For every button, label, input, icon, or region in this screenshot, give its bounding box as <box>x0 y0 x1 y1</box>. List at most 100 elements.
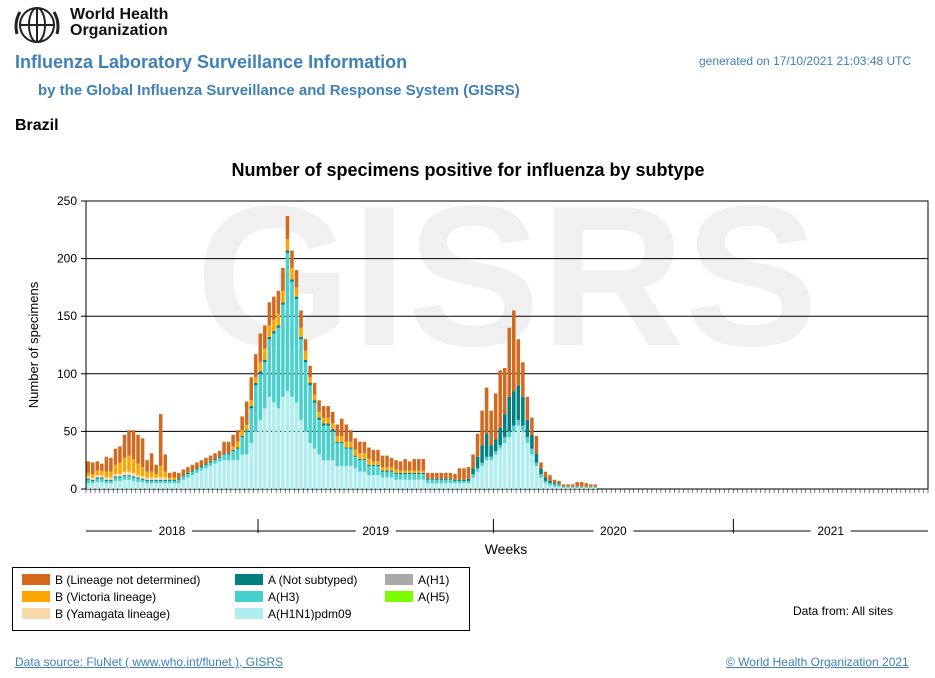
bar-segment-a-not-subtyped <box>367 464 371 466</box>
bar-segment-b-lineage-nd <box>430 472 435 479</box>
bar-segment-a-h3 <box>534 462 539 466</box>
bar-segment-a-h3 <box>308 385 312 443</box>
bar-segment-b-lineage-nd <box>444 472 448 479</box>
bar-segment-a-h3 <box>317 419 321 455</box>
bar-segment-b-lineage-nd <box>312 383 317 395</box>
bar-segment-a-h1n1pdm09 <box>158 483 163 489</box>
bar-segment-a-h3 <box>548 483 552 486</box>
bar-segment-b-lineage-nd <box>439 472 444 479</box>
bar-segment-a-h1n1pdm09 <box>584 487 588 489</box>
bar-segment-a-not-subtyped <box>512 391 516 426</box>
bar-segment-a-h1n1pdm09 <box>95 482 100 489</box>
bar-segment-a-h3 <box>584 486 588 488</box>
bar-segment-a-h1n1pdm09 <box>281 396 285 489</box>
bar-segment-b-victoria <box>371 461 376 465</box>
bar-segment-b-lineage-nd <box>561 484 566 487</box>
bar-segment-a-h1n1pdm09 <box>385 477 389 489</box>
bar-segment-b-victoria <box>140 467 145 477</box>
bar-segment-b-yamagata <box>149 477 154 480</box>
bar-segment-a-not-subtyped <box>113 476 118 478</box>
bar-segment-b-lineage-nd <box>502 368 507 415</box>
bar-segment-a-h3 <box>145 480 149 484</box>
bar-segment-a-not-subtyped <box>444 478 448 480</box>
bar-segment-a-h3 <box>281 304 285 397</box>
bar-segment-b-victoria <box>276 313 281 326</box>
bar-segment-b-lineage-nd <box>435 472 439 479</box>
bar-segment-a-h3 <box>380 471 385 478</box>
bar-segment-a-h3 <box>263 362 267 409</box>
data-source-link[interactable]: Data source: FluNet ( www.who.int/flunet… <box>15 655 284 669</box>
bar-segment-b-yamagata <box>95 475 100 478</box>
bar-segment-b-lineage-nd <box>330 411 335 424</box>
bar-segment-a-not-subtyped <box>272 331 276 334</box>
bar-segment-b-lineage-nd <box>244 401 249 425</box>
copyright-link[interactable]: © World Health Organization 2021 <box>726 655 909 669</box>
bar-segment-a-h3 <box>312 402 317 449</box>
bar-segment-b-victoria <box>385 467 389 471</box>
bar-segment-b-yamagata <box>145 477 149 480</box>
bar-segment-b-lineage-nd <box>557 480 561 484</box>
bar-segment-a-h1n1pdm09 <box>109 483 113 489</box>
bar-segment-b-victoria <box>308 377 312 384</box>
bar-segment-a-h3 <box>493 450 498 455</box>
bar-segment-a-h3 <box>466 480 471 484</box>
bar-segment-a-not-subtyped <box>95 477 100 479</box>
bar-segment-a-h3 <box>258 373 263 420</box>
legend-item-b-victoria: B (Victoria lineage) <box>22 590 156 604</box>
bar-segment-a-h1n1pdm09 <box>362 471 367 489</box>
bar-segment-b-yamagata <box>140 476 145 479</box>
bar-segment-a-h3 <box>222 454 226 461</box>
bar-segment-a-h1n1pdm09 <box>335 465 340 489</box>
bar-segment-a-h3 <box>272 333 276 403</box>
bar-segment-a-h3 <box>303 362 308 432</box>
bar-segment-b-victoria <box>326 417 330 424</box>
bar-segment-b-lineage-nd <box>249 377 253 401</box>
bar-segment-b-victoria <box>349 441 353 448</box>
bar-segment-b-victoria <box>267 325 272 337</box>
bar-segment-a-h3 <box>371 465 376 476</box>
bar-segment-a-h1n1pdm09 <box>91 483 95 489</box>
bar-segment-b-lineage-nd <box>163 454 167 472</box>
bar-segment-a-not-subtyped <box>326 423 330 426</box>
bar-segment-b-lineage-nd <box>525 396 530 420</box>
bar-segment-b-victoria <box>145 471 149 478</box>
bar-segment-a-h1n1pdm09 <box>308 442 312 489</box>
bar-segment-a-not-subtyped <box>403 472 407 475</box>
bar-segment-a-h1n1pdm09 <box>421 479 426 489</box>
bar-segment-b-lineage-nd <box>172 471 177 478</box>
bar-segment-a-h1n1pdm09 <box>113 480 118 489</box>
bar-segment-a-h1n1pdm09 <box>530 454 534 489</box>
bar-segment-b-yamagata <box>104 477 109 480</box>
bar-segment-a-h3 <box>412 474 416 480</box>
bar-segment-a-h3 <box>367 465 371 476</box>
org-name-line1: World Health <box>70 6 169 23</box>
bar-segment-a-not-subtyped <box>294 296 299 299</box>
bar-segment-a-h3 <box>475 468 480 472</box>
bar-segment-b-lineage-nd <box>543 471 548 478</box>
bar-segment-a-h3 <box>186 474 190 478</box>
bar-segment-a-h3 <box>213 460 217 464</box>
bar-segment-a-not-subtyped <box>158 479 163 481</box>
bar-segment-b-lineage-nd <box>521 362 525 397</box>
bar-segment-a-h1n1pdm09 <box>403 479 407 489</box>
bar-segment-a-not-subtyped <box>453 479 457 481</box>
bar-segment-a-h3 <box>430 479 435 484</box>
bar-segment-a-h1n1pdm09 <box>376 475 380 489</box>
bar-segment-a-not-subtyped <box>530 434 534 449</box>
bar-segment-a-h3 <box>276 327 281 409</box>
bar-segment-a-h1n1pdm09 <box>489 460 493 489</box>
bar-segment-a-not-subtyped <box>181 475 186 477</box>
bar-segment-b-lineage-nd <box>158 414 163 466</box>
legend-label: B (Victoria lineage) <box>55 590 157 604</box>
bar-segment-a-h3 <box>444 479 448 484</box>
bar-segment-a-h1n1pdm09 <box>204 468 208 489</box>
bar-segment-a-h3 <box>439 479 444 484</box>
bar-segment-a-h1n1pdm09 <box>222 460 226 489</box>
bar-segment-a-h3 <box>593 486 598 488</box>
bar-segment-a-h1n1pdm09 <box>127 479 131 489</box>
bar-segment-a-not-subtyped <box>371 464 376 466</box>
bar-segment-b-lineage-nd <box>335 424 340 437</box>
bar-segment-b-victoria <box>285 239 290 251</box>
bar-segment-a-h3 <box>416 474 421 480</box>
bar-segment-a-h1n1pdm09 <box>140 482 145 489</box>
